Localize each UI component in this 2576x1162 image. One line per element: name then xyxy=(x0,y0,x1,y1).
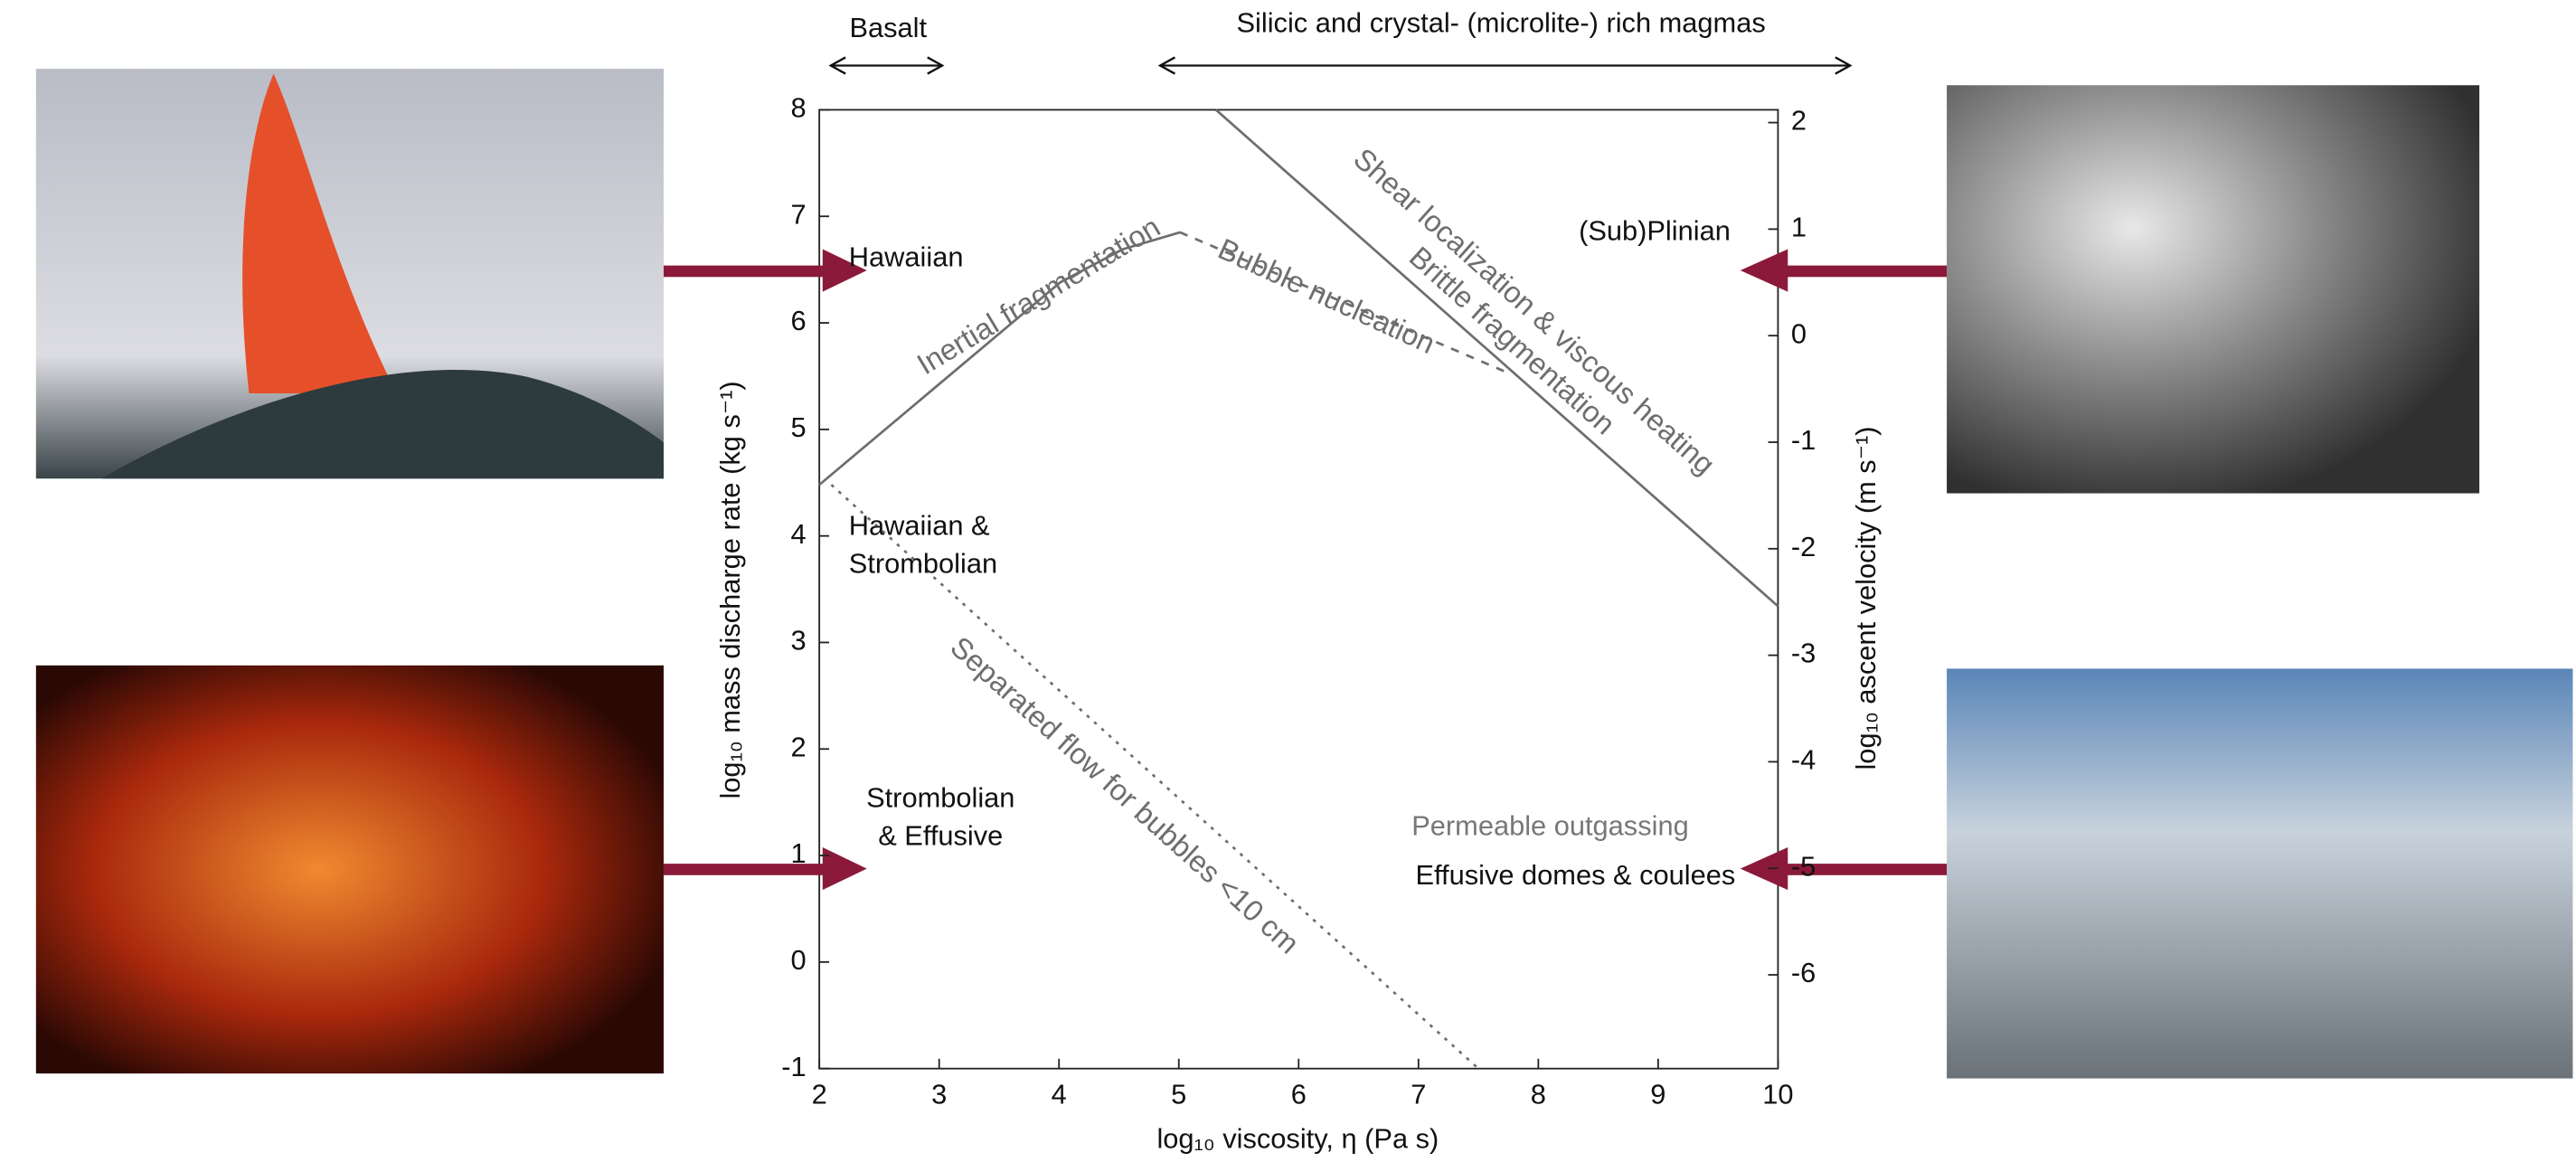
range-arrows xyxy=(831,57,1850,73)
annotation: Strombolian xyxy=(866,782,1014,814)
arrow xyxy=(664,266,827,278)
x-tick-label: 7 xyxy=(1411,1079,1426,1110)
x-tick-label: 10 xyxy=(1762,1079,1793,1110)
series-label: Bubble nucleation xyxy=(1213,231,1440,360)
y-tick-label: 6 xyxy=(791,305,807,336)
annotation: Effusive domes & coulees xyxy=(1415,859,1735,891)
annotation: Basalt xyxy=(849,12,927,43)
x-axis-label: log₁₀ viscosity, η (Pa s) xyxy=(1156,1123,1439,1155)
x-tick-label: 3 xyxy=(931,1079,947,1110)
annotation: & Effusive xyxy=(878,819,1003,851)
y-tick-label: 1 xyxy=(791,837,807,869)
annotation: Silicic and crystal- (microlite-) rich m… xyxy=(1236,6,1765,38)
y2-tick-label: 1 xyxy=(1791,212,1807,243)
x-tick-label: 2 xyxy=(812,1079,827,1110)
y2-tick-label: -4 xyxy=(1791,744,1816,776)
y2-tick-label: 0 xyxy=(1791,317,1807,349)
y2-tick-label: -3 xyxy=(1791,638,1816,669)
photo-dome xyxy=(1947,668,2572,1078)
annotation: Strombolian xyxy=(849,547,997,579)
y-tick-label: 3 xyxy=(791,625,807,657)
annotation: Hawaiian xyxy=(849,241,964,273)
annotation: Hawaiian & xyxy=(849,510,990,542)
y2-axis-label: log₁₀ ascent velocity (m s⁻¹) xyxy=(1850,427,1882,770)
y-tick-label: 0 xyxy=(791,944,807,976)
arrow-head xyxy=(823,847,867,890)
y2-tick-label: 2 xyxy=(1791,105,1807,137)
y-tick-label: -1 xyxy=(781,1051,806,1082)
series-line xyxy=(1216,109,1779,606)
arrow-head xyxy=(1741,847,1788,890)
x-tick-label: 5 xyxy=(1171,1079,1186,1110)
annotation: Shear localization & viscous heating xyxy=(1347,141,1722,481)
y2-tick-label: -1 xyxy=(1791,424,1816,456)
photo-lava-flow xyxy=(36,666,664,1073)
photo-plume xyxy=(1947,85,2479,493)
x-tick-label: 8 xyxy=(1531,1079,1546,1110)
x-tick-label: 6 xyxy=(1291,1079,1307,1110)
y-tick-label: 5 xyxy=(791,411,807,443)
annotation: Permeable outgassing xyxy=(1411,809,1688,841)
y-tick-label: 8 xyxy=(791,92,807,124)
figure: log₁₀ viscosity, η (Pa s) log₁₀ mass dis… xyxy=(0,0,2576,1162)
arrow-head xyxy=(1741,249,1788,291)
y-axis-label: log₁₀ mass discharge rate (kg s⁻¹) xyxy=(714,381,746,798)
annotation: (Sub)Plinian xyxy=(1579,215,1731,247)
y2-tick-label: -2 xyxy=(1791,531,1816,562)
y2-tick-label: -6 xyxy=(1791,957,1816,988)
series-label: Inertial fragmentation xyxy=(911,210,1166,381)
x-tick-label: 4 xyxy=(1052,1079,1067,1110)
arrow xyxy=(1783,266,1947,278)
x-tick-label: 9 xyxy=(1650,1079,1665,1110)
y-tick-label: 2 xyxy=(791,731,807,762)
y-tick-label: 7 xyxy=(791,198,807,230)
y2-tick-label: -5 xyxy=(1791,850,1816,882)
y-tick-label: 4 xyxy=(791,518,807,550)
